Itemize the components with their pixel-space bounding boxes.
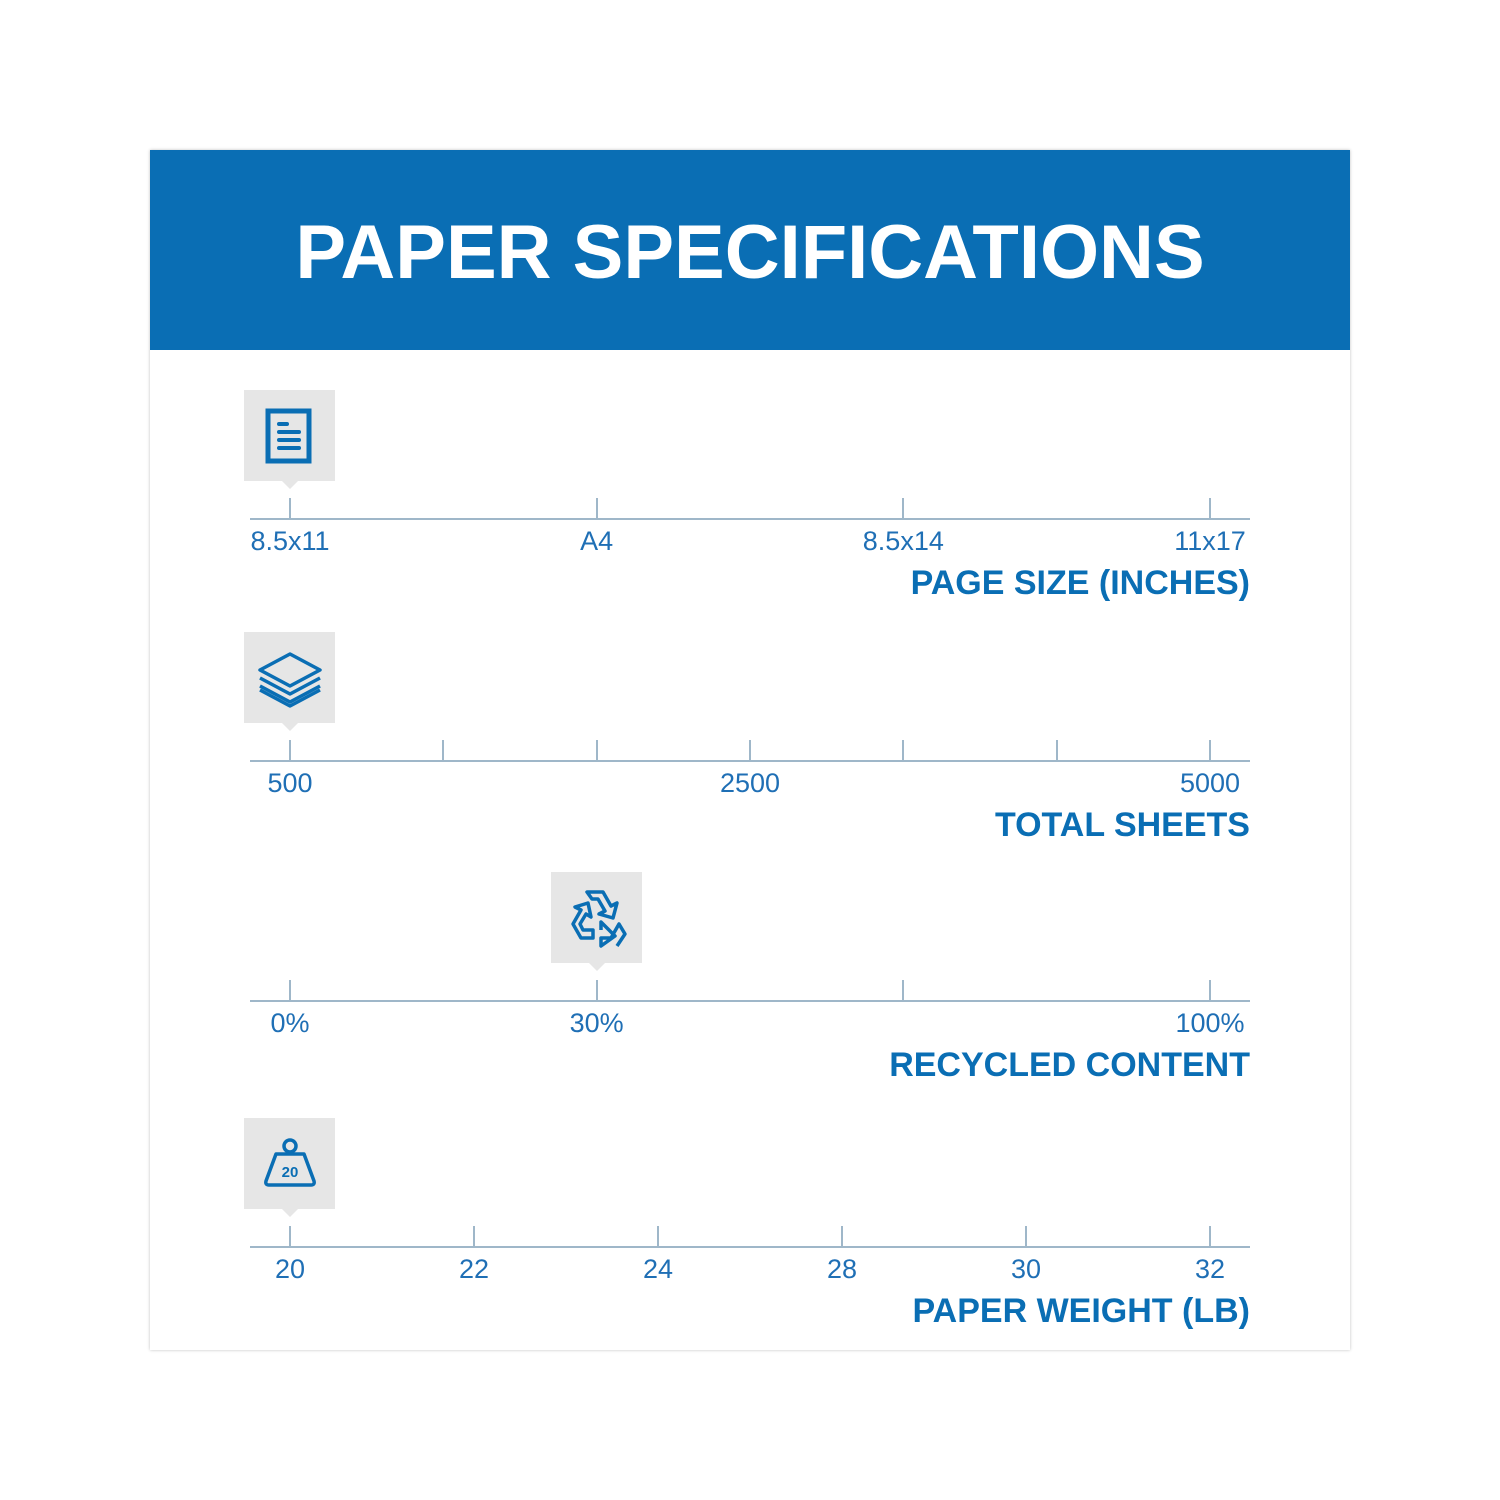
scale-tick-label: 2500 <box>719 768 781 798</box>
scale-tick <box>289 980 291 1000</box>
scale-tick <box>1025 1226 1027 1246</box>
scale-tick-label: 30% <box>569 1008 624 1038</box>
scale-tick <box>841 1226 843 1246</box>
scale-tick <box>289 740 291 760</box>
selected-value-marker: 20 <box>244 1118 335 1217</box>
scale-tick-label: 11x17 <box>1174 526 1246 556</box>
scale-tick <box>749 740 751 760</box>
scale-tick-label: 8.5x11 <box>250 526 330 556</box>
weight-icon-label: 20 <box>281 1164 298 1181</box>
scale-axis-line <box>250 1246 1250 1248</box>
selected-value-marker <box>550 872 642 971</box>
scale-tick <box>902 740 905 760</box>
scale-tick-label: 8.5x14 <box>862 526 944 556</box>
scale-tick <box>902 498 905 518</box>
scale-tick <box>595 980 598 1000</box>
scale-title: RECYCLED CONTENT <box>889 1046 1250 1084</box>
page-title: PAPER SPECIFICATIONS <box>295 209 1205 295</box>
scale-tick-label: 5000 <box>1179 768 1241 798</box>
scale-tick-label: 30 <box>1010 1254 1042 1284</box>
scale-tick <box>473 1226 475 1246</box>
scale-title: PAPER WEIGHT (LB) <box>912 1292 1250 1330</box>
scale-tick-label: 32 <box>1194 1254 1226 1284</box>
scale-tick <box>1209 740 1211 760</box>
scale-tick <box>1209 498 1211 518</box>
scale-title: TOTAL SHEETS <box>994 806 1250 844</box>
scale-axis-line <box>250 760 1250 762</box>
scale-tick <box>657 1226 659 1246</box>
document-icon <box>265 408 315 464</box>
scale-tick <box>902 980 905 1000</box>
scale-tick-label: 100% <box>1175 1008 1245 1038</box>
weight-icon: 20 <box>262 1137 318 1191</box>
scale-tick <box>595 498 598 518</box>
scale-axis-line <box>250 518 1250 520</box>
selected-value-marker <box>244 632 335 731</box>
scale-title: PAGE SIZE (INCHES) <box>910 564 1250 602</box>
scale-tick-label: 24 <box>642 1254 674 1284</box>
spec-card: PAPER SPECIFICATIONS <box>150 150 1350 1350</box>
scale-tick-label: A4 <box>580 526 614 556</box>
header-banner: PAPER SPECIFICATIONS <box>150 150 1350 350</box>
scale-tick-label: 500 <box>267 768 313 798</box>
scale-tick-label: 28 <box>826 1254 858 1284</box>
scale-tick <box>289 498 291 518</box>
scale-tick <box>1209 1226 1211 1246</box>
scale-axis-line <box>250 1000 1250 1002</box>
scale-tick <box>289 1226 291 1246</box>
paper-stack-icon <box>257 648 323 708</box>
scale-tick <box>1055 740 1058 760</box>
scale-tick <box>442 740 445 760</box>
scale-tick <box>1209 980 1211 1000</box>
selected-value-marker <box>244 390 335 489</box>
scale-tick-label: 22 <box>458 1254 490 1284</box>
scale-tick <box>595 740 598 760</box>
recycle-icon <box>563 886 629 950</box>
scale-tick-label: 0% <box>270 1008 310 1038</box>
scale-tick-label: 20 <box>274 1254 306 1284</box>
